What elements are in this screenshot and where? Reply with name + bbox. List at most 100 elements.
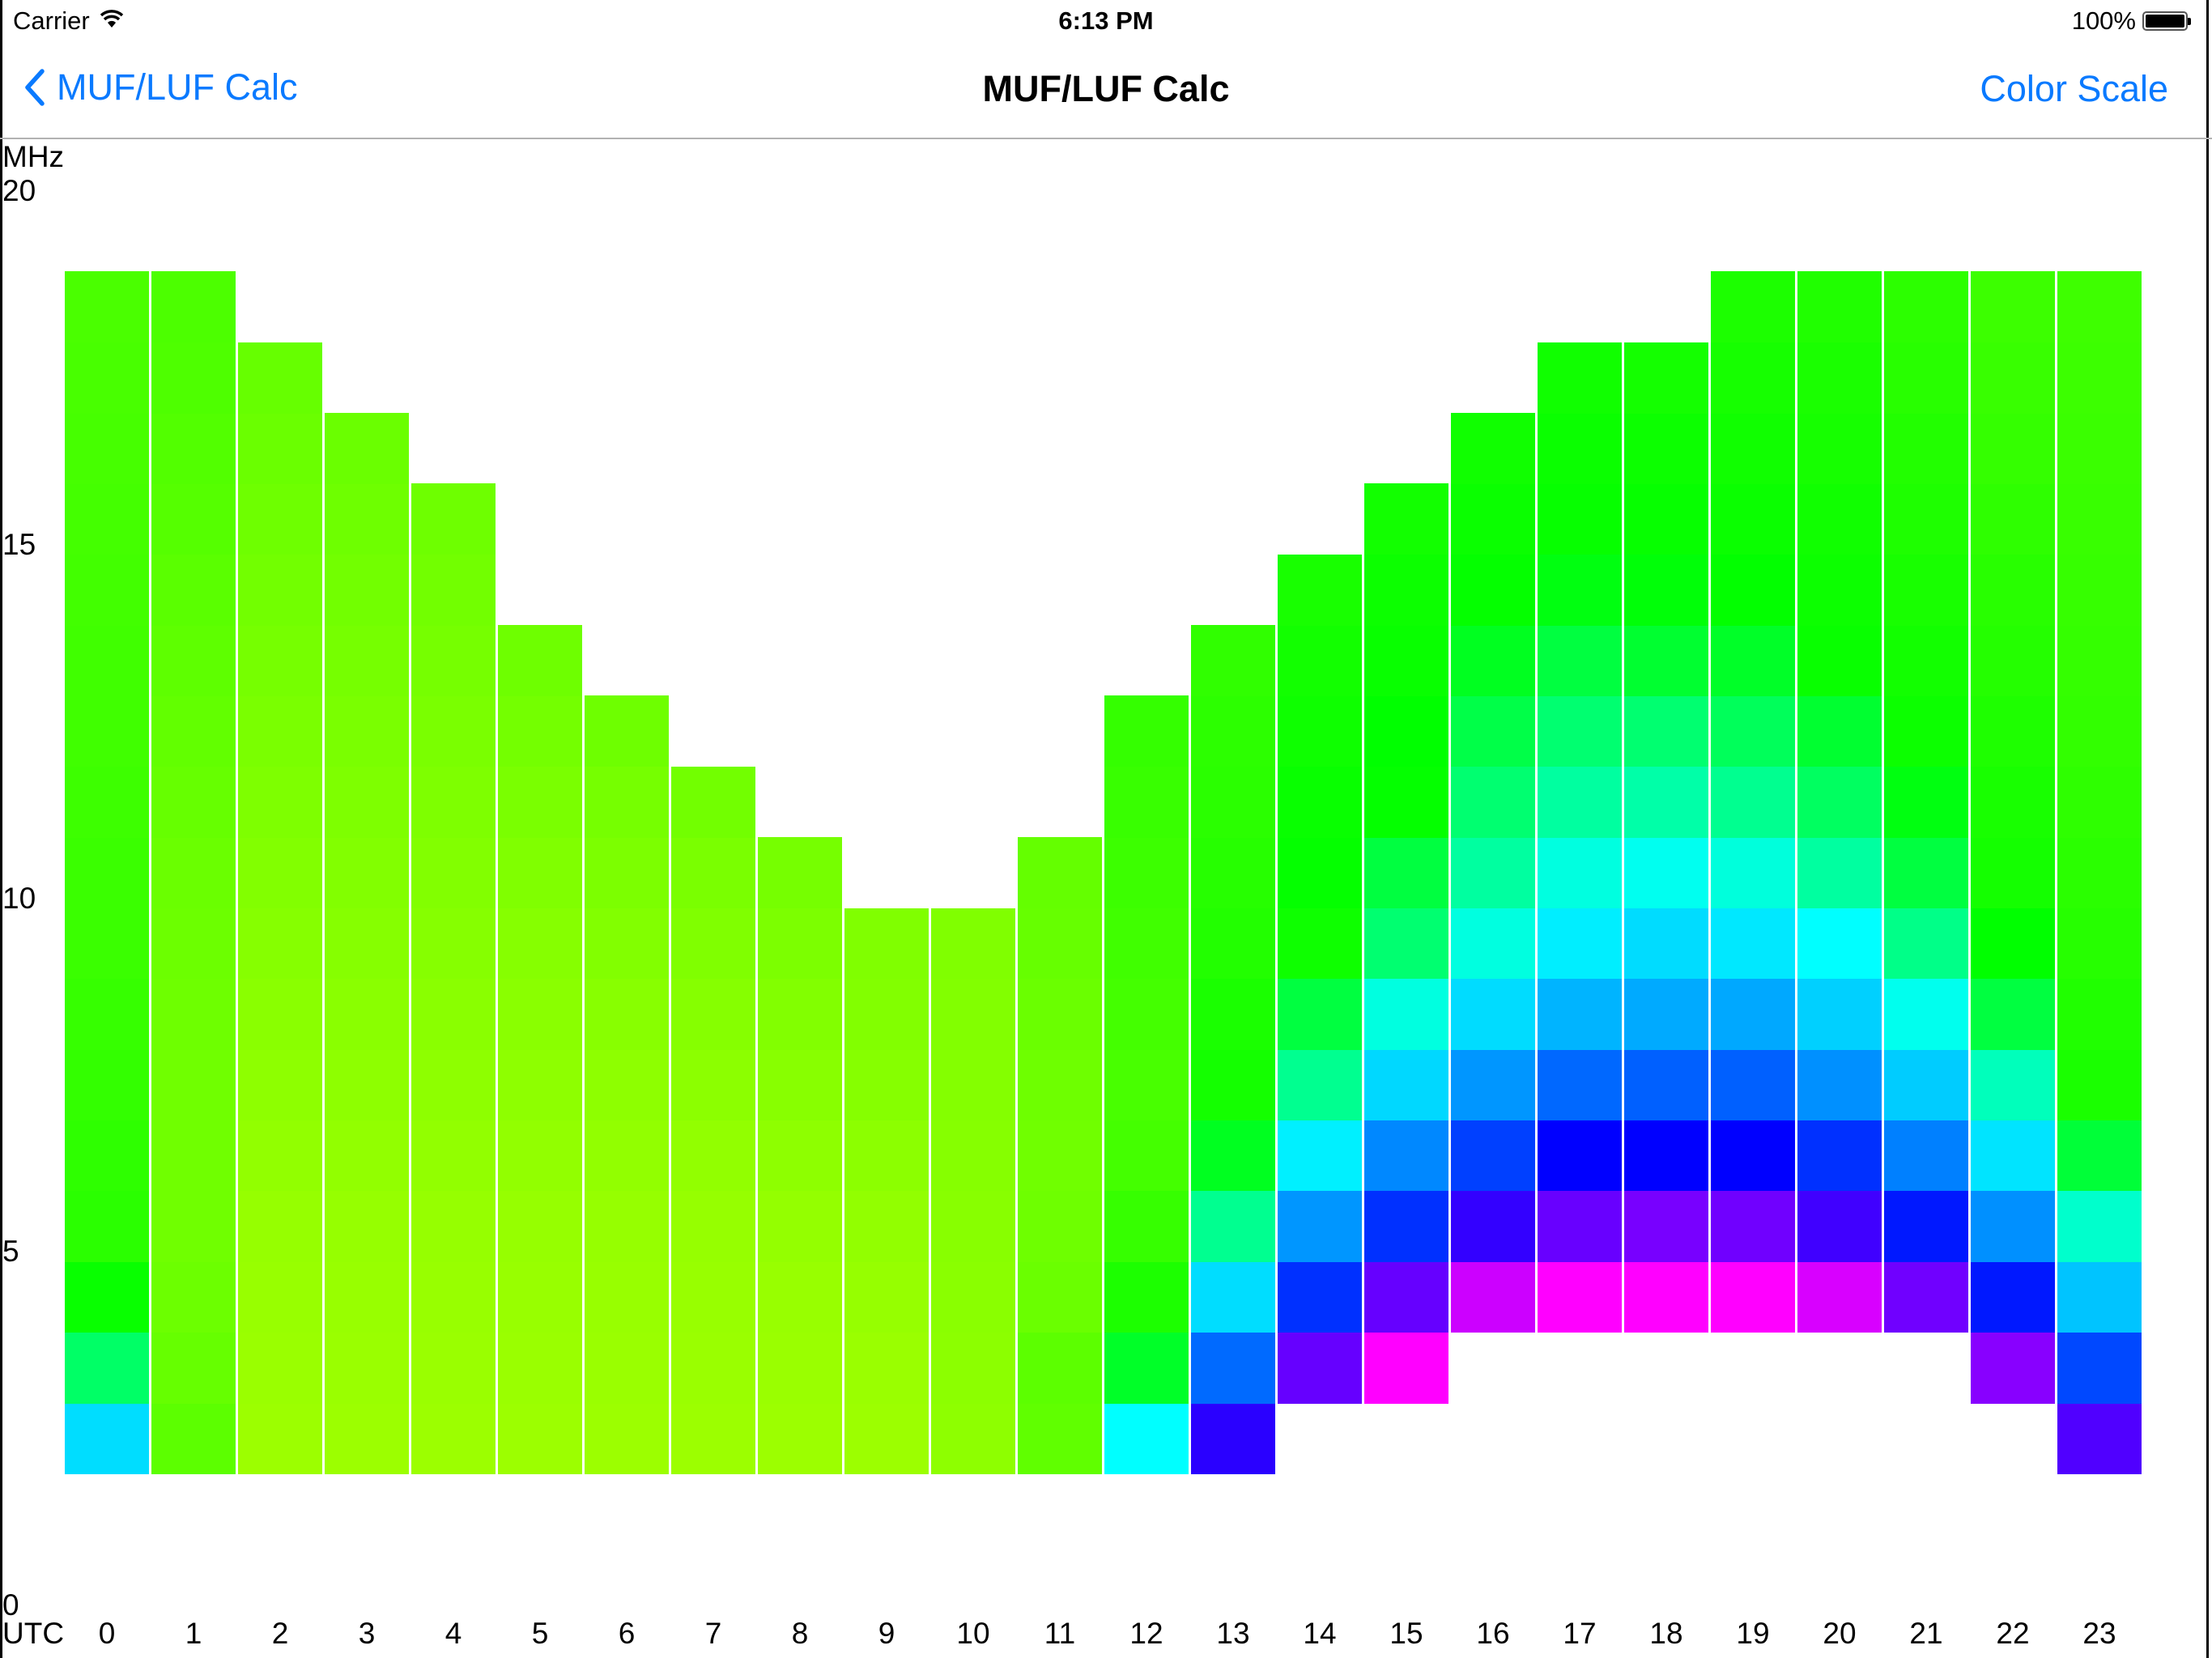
heatmap-cell bbox=[498, 978, 582, 1050]
heatmap-cell bbox=[758, 1120, 842, 1192]
heatmap-cell bbox=[1018, 1049, 1102, 1121]
heatmap-cell bbox=[1191, 1190, 1275, 1262]
heatmap-cell bbox=[1538, 554, 1622, 626]
heatmap-cell bbox=[1711, 1190, 1795, 1262]
heatmap-cell bbox=[411, 1332, 496, 1404]
heatmap-cell bbox=[1884, 1049, 1968, 1121]
heatmap-cell bbox=[1971, 695, 2055, 767]
heatmap-cell bbox=[1884, 978, 1968, 1050]
carrier-label: Carrier bbox=[13, 6, 90, 35]
heatmap-cell bbox=[671, 1402, 755, 1474]
heatmap-cell bbox=[2057, 978, 2142, 1050]
heatmap-cell bbox=[671, 1049, 755, 1121]
page-title: MUF/LUF Calc bbox=[982, 68, 1230, 109]
heatmap-cell bbox=[931, 1120, 1015, 1192]
heatmap-cell bbox=[1018, 1190, 1102, 1262]
heatmap-cell bbox=[1104, 1120, 1189, 1192]
heatmap-cell bbox=[2057, 695, 2142, 767]
x-tick-label: 19 bbox=[1736, 1617, 1770, 1650]
color-scale-button[interactable]: Color Scale bbox=[1980, 68, 2168, 109]
heatmap-cell bbox=[844, 908, 929, 980]
heatmap-cell bbox=[1191, 695, 1275, 767]
heatmap-cell bbox=[931, 908, 1015, 980]
heatmap-cell bbox=[1797, 1049, 1882, 1121]
heatmap-cell bbox=[1278, 978, 1362, 1050]
heatmap-cell bbox=[1191, 766, 1275, 838]
y-tick-label: 5 bbox=[2, 1235, 19, 1269]
heatmap-cell bbox=[931, 1261, 1015, 1333]
heatmap-cell bbox=[1191, 978, 1275, 1050]
heatmap-cell bbox=[238, 1049, 322, 1121]
heatmap-cell bbox=[151, 342, 236, 414]
heatmap-cell bbox=[758, 837, 842, 909]
heatmap-cell bbox=[65, 1120, 149, 1192]
heatmap-cell bbox=[1018, 1120, 1102, 1192]
heatmap-cell bbox=[411, 625, 496, 697]
heatmap-cell bbox=[411, 1261, 496, 1333]
heatmap-cell bbox=[1451, 837, 1535, 909]
heatmap-cell bbox=[1971, 837, 2055, 909]
heatmap-cell bbox=[325, 483, 409, 555]
heatmap-cell bbox=[844, 1120, 929, 1192]
heatmap-cell bbox=[1538, 1261, 1622, 1333]
heatmap-cell bbox=[1711, 1261, 1795, 1333]
y-axis-unit-label: MHz bbox=[2, 140, 65, 173]
heatmap-cell bbox=[65, 1332, 149, 1404]
heatmap-cell bbox=[1104, 908, 1189, 980]
heatmap-cell bbox=[411, 908, 496, 980]
heatmap-cell bbox=[1364, 1332, 1448, 1404]
heatmap-cell bbox=[931, 1049, 1015, 1121]
heatmap-cell bbox=[1278, 1120, 1362, 1192]
heatmap-cell bbox=[1971, 554, 2055, 626]
heatmap-cell bbox=[2057, 1332, 2142, 1404]
heatmap-cell bbox=[1797, 625, 1882, 697]
heatmap-cell bbox=[1884, 483, 1968, 555]
heatmap-cell bbox=[1971, 271, 2055, 343]
heatmap-cell bbox=[1711, 1120, 1795, 1192]
heatmap-cell bbox=[1278, 625, 1362, 697]
x-tick-label: 18 bbox=[1649, 1617, 1683, 1650]
heatmap-cell bbox=[1711, 978, 1795, 1050]
heatmap-cell bbox=[238, 837, 322, 909]
heatmap-cell bbox=[151, 837, 236, 909]
heatmap-cell bbox=[758, 1402, 842, 1474]
heatmap-cell bbox=[1797, 908, 1882, 980]
heatmap-cell bbox=[151, 1190, 236, 1262]
heatmap-cell bbox=[1971, 1120, 2055, 1192]
heatmap-cell bbox=[1711, 908, 1795, 980]
heatmap-cell bbox=[671, 1190, 755, 1262]
heatmap-cell bbox=[498, 695, 582, 767]
heatmap-cell bbox=[844, 1190, 929, 1262]
heatmap-cell bbox=[1797, 695, 1882, 767]
heatmap-cell bbox=[1711, 1049, 1795, 1121]
heatmap-cell bbox=[1971, 766, 2055, 838]
heatmap-cell bbox=[1884, 271, 1968, 343]
heatmap-cell bbox=[1797, 342, 1882, 414]
heatmap-cell bbox=[585, 1120, 669, 1192]
heatmap-cell bbox=[1451, 908, 1535, 980]
heatmap-cell bbox=[1624, 483, 1708, 555]
heatmap-cell bbox=[1191, 908, 1275, 980]
heatmap-cell bbox=[758, 1190, 842, 1262]
x-tick-label: 1 bbox=[185, 1617, 202, 1650]
heatmap-cell bbox=[2057, 1120, 2142, 1192]
x-tick-label: 8 bbox=[791, 1617, 809, 1650]
heatmap-cell bbox=[238, 1190, 322, 1262]
heatmap-cell bbox=[325, 1049, 409, 1121]
heatmap-cell bbox=[1884, 1190, 1968, 1262]
x-tick-label: 20 bbox=[1823, 1617, 1857, 1650]
heatmap-cell bbox=[1451, 625, 1535, 697]
heatmap-cell bbox=[1538, 908, 1622, 980]
heatmap-cell bbox=[1797, 1190, 1882, 1262]
heatmap-cell bbox=[238, 554, 322, 626]
x-tick-label: 12 bbox=[1129, 1617, 1163, 1650]
heatmap-cell bbox=[1364, 978, 1448, 1050]
heatmap-cell bbox=[1191, 625, 1275, 697]
heatmap-cell bbox=[325, 554, 409, 626]
back-button-label: MUF/LUF Calc bbox=[57, 66, 298, 108]
heatmap-cell bbox=[1797, 978, 1882, 1050]
heatmap-cell bbox=[1451, 1261, 1535, 1333]
heatmap-cell bbox=[1451, 695, 1535, 767]
back-button[interactable]: MUF/LUF Calc bbox=[24, 66, 298, 108]
heatmap-cell bbox=[1364, 1049, 1448, 1121]
